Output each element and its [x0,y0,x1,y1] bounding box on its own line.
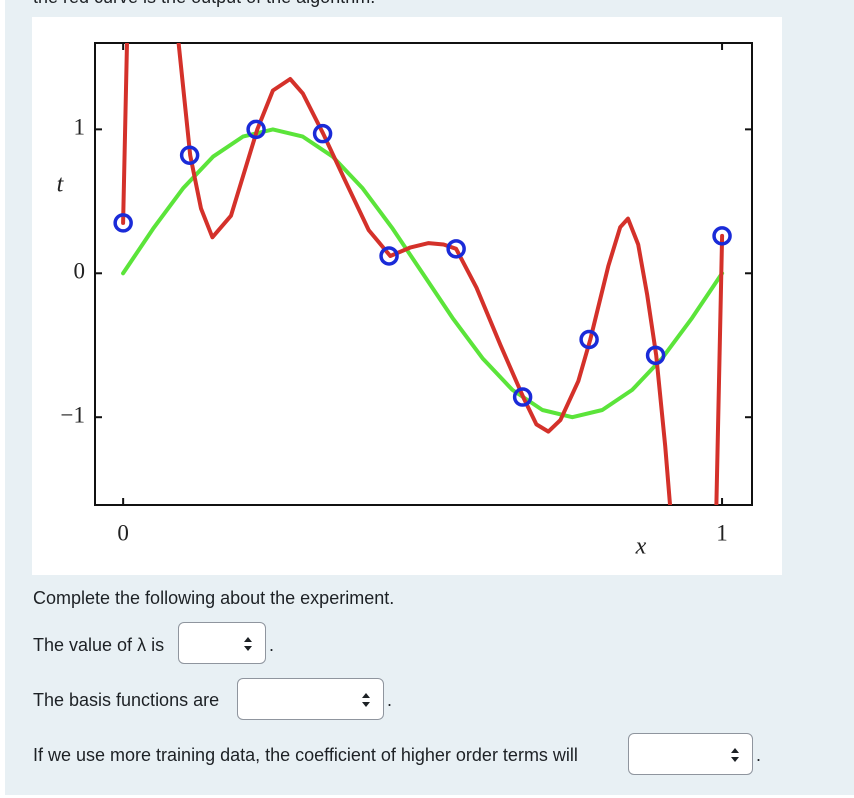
dropdown-arrow [362,693,370,707]
intro-text: the red curve is the output of the algor… [33,0,375,8]
question-panel: the red curve is the output of the algor… [5,0,854,795]
question-text: If we use more training data, the coeffi… [33,745,578,765]
dropdown[interactable] [178,622,266,664]
y-tick-label: 1 [74,115,86,140]
data-point [379,246,399,266]
data-point [312,123,333,144]
question-suffix: . [387,690,393,710]
data-point [446,239,466,259]
x-tick-label: 0 [117,520,129,545]
curve [121,43,725,505]
data-point [512,387,533,407]
plot-area [113,43,732,505]
prompt: Complete the following about the experim… [33,588,395,608]
y-tick-label: 0 [74,259,86,284]
dropdown[interactable] [237,678,384,720]
data-point [579,329,599,350]
dropdown-arrow [244,637,252,651]
x-tick-label: 1 [716,520,728,545]
question-suffix: . [269,635,275,655]
y-tick-label: −1 [61,402,85,427]
data-point [246,119,266,140]
data-point [645,345,666,366]
dropdown-arrow [731,748,739,762]
y-axis-label: t [57,172,65,198]
curve [121,127,725,420]
question-text: The basis functions are [33,690,220,710]
data-point [179,145,200,166]
question-text: The value of λ is [33,635,165,655]
figure: x t −1 0 1 0 1 [32,17,782,575]
data-point [712,226,732,246]
dropdown[interactable] [628,733,753,775]
question-suffix: . [756,745,762,765]
data-point [113,213,133,233]
x-axis-label: x [635,534,647,560]
